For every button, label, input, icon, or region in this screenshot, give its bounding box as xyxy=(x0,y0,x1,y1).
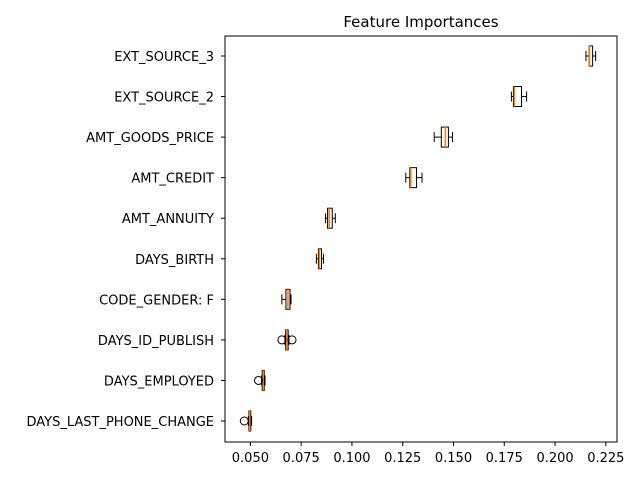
boxplot-series xyxy=(239,45,597,432)
axes-frame xyxy=(224,35,618,443)
y-tick-label: AMT_ANNUITY xyxy=(122,212,214,227)
x-tick-label: 0.075 xyxy=(283,451,320,466)
y-tick-label: EXT_SOURCE_3 xyxy=(114,50,214,65)
y-tick-label: DAYS_ID_PUBLISH xyxy=(98,334,214,349)
y-tick-label: DAYS_BIRTH xyxy=(135,253,214,268)
box-9 xyxy=(239,410,253,432)
y-tick-label: AMT_CREDIT xyxy=(131,172,214,187)
x-tick-label: 0.150 xyxy=(435,451,472,466)
box-5 xyxy=(315,248,325,270)
box-2 xyxy=(433,126,453,148)
outlier-point xyxy=(277,335,287,345)
x-tick-label: 0.200 xyxy=(536,451,573,466)
x-axis-ticks: 0.050 0.075 0.100 0.125 0.150 0.175 0.200 0.225 xyxy=(232,442,624,466)
box-0 xyxy=(585,45,597,67)
outlier-point xyxy=(254,375,264,385)
y-tick-label: EXT_SOURCE_2 xyxy=(114,91,214,106)
x-tick-label: 0.050 xyxy=(232,451,269,466)
box-6 xyxy=(281,288,292,310)
x-tick-label: 0.125 xyxy=(384,451,421,466)
box-8 xyxy=(254,369,266,391)
x-tick-label: 0.225 xyxy=(587,451,624,466)
x-tick-label: 0.175 xyxy=(486,451,523,466)
chart-title: Feature Importances xyxy=(343,13,498,31)
y-tick-label: DAYS_LAST_PHONE_CHANGE xyxy=(26,415,214,430)
outlier-point xyxy=(239,416,249,426)
y-tick-label: DAYS_EMPLOYED xyxy=(104,374,214,389)
y-tick-label: CODE_GENDER: F xyxy=(99,293,214,308)
box-1 xyxy=(510,86,528,108)
box-7 xyxy=(277,329,297,351)
box-iqr xyxy=(512,86,523,108)
x-tick-label: 0.100 xyxy=(333,451,370,466)
box-4 xyxy=(325,207,336,229)
outlier-point xyxy=(287,335,297,345)
box-iqr xyxy=(409,167,418,189)
box-3 xyxy=(405,167,423,189)
y-tick-label: AMT_GOODS_PRICE xyxy=(86,131,214,146)
y-axis-ticks: EXT_SOURCE_3 EXT_SOURCE_2 AMT_GOODS_PRICE A… xyxy=(26,50,225,430)
